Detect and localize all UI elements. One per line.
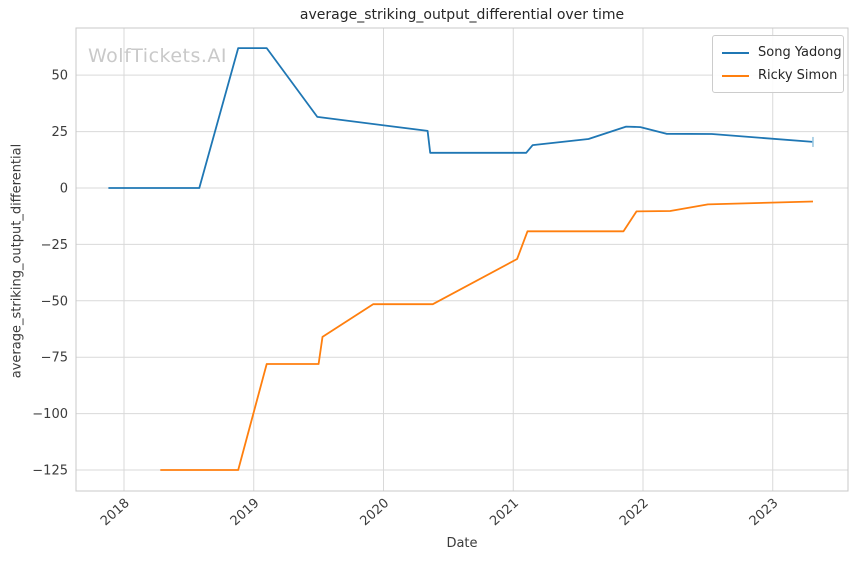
x-axis-label: Date bbox=[446, 536, 478, 551]
x-tick-label-2020: 2020 bbox=[358, 496, 393, 529]
y-tick-label-50: 50 bbox=[51, 69, 68, 84]
series-line-song-yadong bbox=[108, 47, 814, 189]
y-axis-label: average_striking_output_differential bbox=[9, 143, 25, 379]
y-tick-label--100: −100 bbox=[32, 407, 68, 422]
watermark: WolfTickets.AI bbox=[88, 45, 228, 67]
y-tick-label--25: −25 bbox=[41, 238, 68, 253]
x-tick-label-2023: 2023 bbox=[747, 496, 782, 529]
y-tick-label--50: −50 bbox=[41, 294, 68, 309]
x-tick-label-2021: 2021 bbox=[487, 496, 522, 529]
series-line-ricky-simon bbox=[160, 200, 814, 471]
x-tick-label-2022: 2022 bbox=[617, 496, 652, 529]
chart-title: average_striking_output_differential ove… bbox=[299, 7, 625, 23]
legend-line-swatch-0 bbox=[722, 51, 749, 54]
x-tick-label-2018: 2018 bbox=[98, 496, 133, 529]
legend-entry-song-yadong: Song Yadong bbox=[722, 41, 842, 64]
legend-label-1: Ricky Simon bbox=[758, 68, 838, 83]
legend-label-0: Song Yadong bbox=[758, 45, 842, 60]
legend-entry-ricky-simon: Ricky Simon bbox=[722, 64, 838, 87]
legend: Song Yadong Ricky Simon bbox=[712, 35, 844, 93]
legend-line-swatch-1 bbox=[722, 74, 749, 77]
y-tick-label-25: 25 bbox=[51, 125, 68, 140]
y-tick-label--125: −125 bbox=[32, 464, 68, 479]
x-tick-label-2019: 2019 bbox=[228, 496, 263, 529]
plot-border bbox=[75, 27, 849, 492]
y-tick-label-0: 0 bbox=[60, 181, 68, 196]
y-tick-label--75: −75 bbox=[41, 351, 68, 366]
